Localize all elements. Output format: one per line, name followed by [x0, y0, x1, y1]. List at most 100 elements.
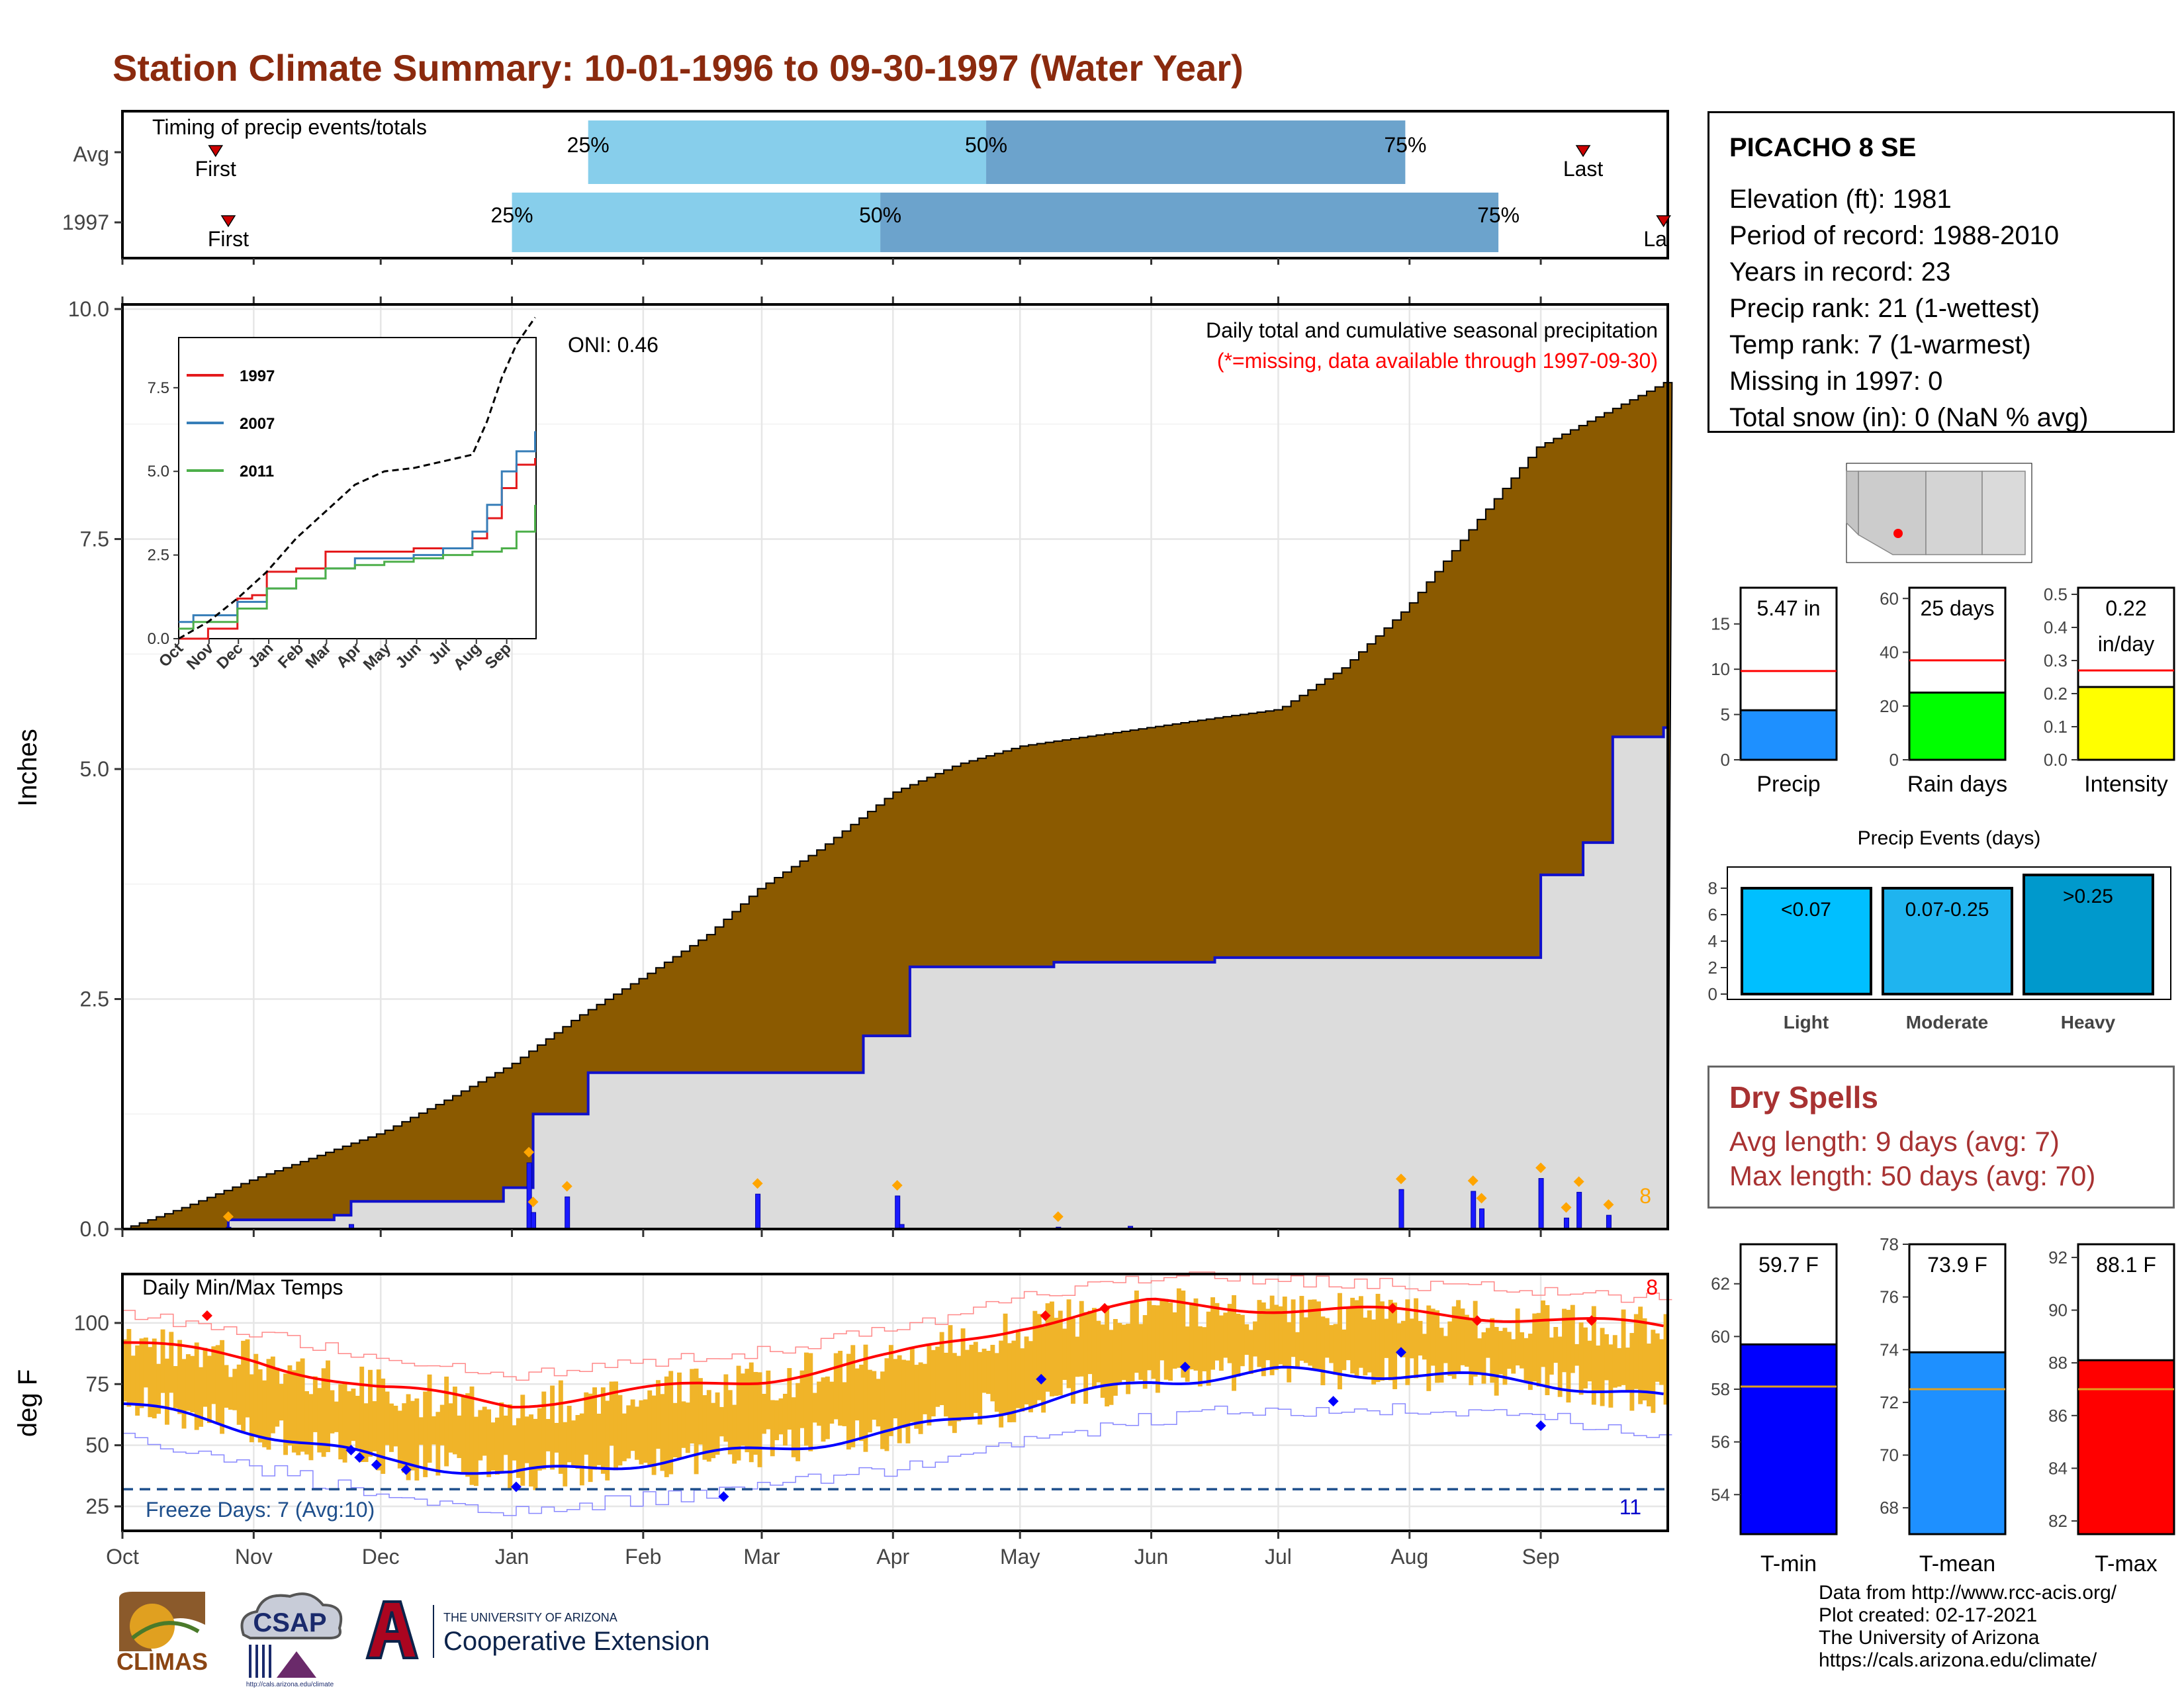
daily-temp-bar	[1511, 1339, 1516, 1374]
timing-row-avg-label: Avg	[73, 142, 109, 166]
summary-value-label: 25 days	[1920, 596, 1994, 620]
daily-temp-bar	[279, 1384, 284, 1421]
daily-temp-bar	[177, 1340, 183, 1414]
daily-temp-bar	[308, 1394, 314, 1461]
daily-temp-bar	[1206, 1311, 1211, 1386]
summary-ytick-label: 0.0	[2044, 750, 2068, 770]
cold-day-marker	[345, 1445, 357, 1456]
daily-temp-bar	[1303, 1317, 1308, 1363]
daily-temp-bar	[672, 1402, 678, 1458]
last-label: Last	[1563, 157, 1604, 181]
summary-ytick-label: 15	[1711, 614, 1730, 634]
events-ytick-label: 0	[1708, 984, 1717, 1004]
temp-summary-ytick-label: 84	[2048, 1458, 2068, 1478]
daily-temp-bar	[1647, 1344, 1651, 1406]
daily-temp-bar	[1015, 1332, 1021, 1408]
hot-day-marker	[1099, 1303, 1111, 1314]
temp-summary-bar-t-max	[2077, 1359, 2175, 1535]
station-temp-rank: Temp rank: 7 (1-warmest)	[1729, 330, 2031, 359]
daily-temp-bar	[156, 1363, 161, 1414]
daily-temp-bar	[1481, 1332, 1486, 1384]
daily-temp-bar	[1189, 1303, 1195, 1370]
daily-temp-bar	[1197, 1326, 1203, 1387]
daily-temp-bar	[876, 1379, 881, 1427]
timing-bar-25-50	[588, 120, 987, 184]
precip-ytick-label: 7.5	[80, 527, 109, 551]
daily-temp-bar	[1274, 1304, 1279, 1370]
temp-ytick-label: 25	[85, 1494, 109, 1518]
daily-temp-bar	[1587, 1340, 1592, 1382]
daily-temp-bar	[1054, 1318, 1059, 1396]
daily-temp-bar	[312, 1376, 318, 1432]
daily-temp-bar	[960, 1328, 966, 1420]
daily-temp-bar	[287, 1365, 293, 1446]
summary-bar-precip	[1739, 709, 1838, 761]
daily-temp-bar	[745, 1369, 750, 1453]
timing-label: Timing of precip events/totals	[152, 115, 427, 139]
precip-ylabel: Inches	[13, 729, 42, 807]
daily-temp-bar	[482, 1406, 487, 1456]
daily-temp-bar	[317, 1388, 322, 1453]
daily-temp-bar	[1435, 1310, 1440, 1383]
daily-temp-bar	[410, 1400, 415, 1471]
daily-temp-bar	[228, 1377, 233, 1410]
daily-temp-bar	[529, 1414, 534, 1487]
first-marker	[220, 215, 236, 228]
timing-pct-label: 50%	[859, 203, 901, 227]
csap-text: CSAP	[253, 1608, 326, 1637]
daily-temp-bar	[838, 1351, 843, 1426]
daily-temp-bar	[1392, 1303, 1398, 1389]
daily-temp-bar	[355, 1395, 360, 1449]
daily-temp-bar	[270, 1356, 275, 1434]
daily-temp-bar	[617, 1394, 623, 1466]
timing-pct-label: 50%	[965, 133, 1007, 157]
daily-temp-bar	[1578, 1322, 1584, 1395]
daily-temp-bar	[1371, 1319, 1377, 1385]
daily-temp-bar	[1329, 1325, 1334, 1363]
temp-panel: 25 50 75 100 deg F Daily Min/Max Temps Free…	[13, 1271, 1672, 1569]
daily-temp-bar	[927, 1346, 932, 1426]
month-label: Feb	[625, 1545, 661, 1569]
daily-temp-bar	[1532, 1313, 1537, 1382]
daily-temp-bar	[1155, 1305, 1160, 1393]
daily-temp-bar	[1333, 1324, 1338, 1375]
dry-spells-max: Max length: 50 days (avg: 70)	[1729, 1160, 2096, 1191]
daily-temp-bar	[1287, 1322, 1292, 1383]
daily-temp-bar	[1473, 1301, 1478, 1377]
daily-temp-bar	[1130, 1301, 1135, 1381]
daily-temp-bar	[821, 1377, 826, 1442]
daily-temp-bar	[681, 1401, 686, 1448]
daily-temp-bar	[803, 1352, 809, 1446]
inset-ytick-label: 2.5	[148, 547, 169, 565]
daily-temp-bar	[1087, 1310, 1093, 1375]
locator-map	[1846, 463, 2032, 563]
daily-temp-bar	[1553, 1326, 1559, 1363]
daily-temp-bar	[257, 1369, 263, 1443]
daily-temp-bar	[1062, 1328, 1068, 1380]
legend-label-2011: 2011	[240, 463, 274, 480]
daily-temp-bar	[291, 1370, 296, 1453]
summary-bar-rain-days	[1908, 691, 2007, 761]
daily-temp-bar	[626, 1405, 631, 1459]
daily-temp-bar	[194, 1342, 199, 1430]
timing-bar-25-50	[512, 193, 881, 252]
precip-max-marker	[1535, 1162, 1547, 1173]
daily-precip-bar	[1471, 1191, 1477, 1230]
daily-temp-bar	[1079, 1301, 1084, 1377]
oni-label: ONI: 0.46	[568, 333, 659, 357]
daily-temp-bar	[321, 1368, 326, 1457]
temp-summary-ytick-label: 62	[1711, 1274, 1730, 1294]
last-label: Last	[1643, 227, 1684, 251]
daily-temp-bar	[1617, 1348, 1622, 1387]
daily-temp-bar	[825, 1376, 830, 1440]
temp-summary-ytick-label: 60	[1711, 1326, 1730, 1346]
daily-temp-bar	[173, 1366, 178, 1408]
daily-temp-bar	[393, 1405, 398, 1447]
daily-temp-bar	[677, 1372, 682, 1458]
daily-temp-bar	[575, 1414, 580, 1469]
station-missing: Missing in 1997: 0	[1729, 367, 1943, 396]
daily-temp-bar	[185, 1354, 191, 1411]
event-category-label: Moderate	[1906, 1012, 1988, 1032]
daily-temp-bar	[1032, 1310, 1038, 1406]
daily-temp-bar	[1608, 1344, 1614, 1408]
